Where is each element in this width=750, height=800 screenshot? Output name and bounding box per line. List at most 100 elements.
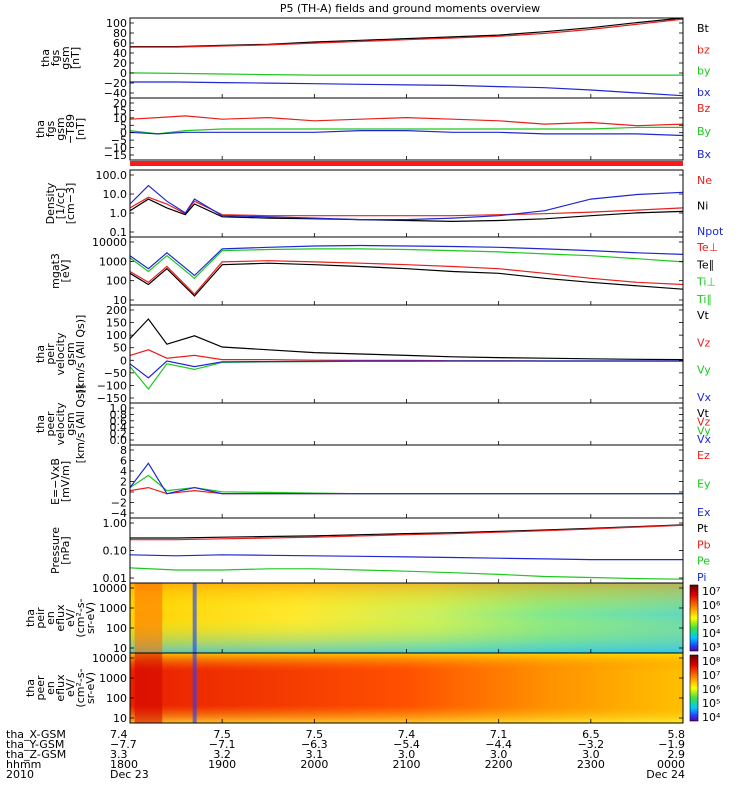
series-by: [129, 72, 683, 76]
y-tick-label: −20: [104, 77, 127, 90]
legend-entry: Pe: [697, 555, 710, 568]
legend-entry: Ex: [697, 506, 711, 519]
y-axis-label-line: en: [44, 611, 57, 625]
footer-value: 3.0: [490, 748, 508, 761]
y-axis-label-line: eflux: [54, 674, 67, 702]
series-ti-: [129, 244, 684, 277]
footer-value: −3.2: [577, 738, 604, 751]
figure-title: P5 (TH-A) fields and ground moments over…: [280, 2, 540, 15]
y-axis-label-line: Pressure: [49, 527, 62, 574]
series-npot: [129, 184, 684, 221]
y-axis-label-line: peir: [34, 607, 47, 629]
y-axis-label-line: tha: [34, 415, 47, 433]
y-axis-label-line: [km/s (All Qs)]: [74, 315, 87, 394]
colorbar-label: 10⁶: [702, 683, 721, 696]
y-tick-label: 100.0: [96, 169, 128, 182]
legend-entry: Vy: [697, 364, 711, 377]
footer-value: 1800: [110, 758, 138, 771]
series-pe: [129, 567, 684, 580]
flag-bar: [130, 161, 683, 166]
legend-entry: Pt: [697, 522, 709, 535]
footer-value: 2000: [300, 758, 328, 771]
spectrogram-burst: [134, 583, 163, 653]
footer-value: 1900: [208, 758, 236, 771]
y-tick-label: 10: [113, 712, 127, 725]
series-bx: [129, 130, 684, 137]
legend-entry: Te∥: [696, 258, 714, 271]
y-tick-label: 4: [120, 465, 127, 478]
legend-entry: Vz: [697, 336, 711, 349]
footer-row-label: tha_Z-GSM: [6, 748, 66, 761]
footer-value: 7.4: [398, 728, 416, 741]
y-axis-label-line: en: [44, 681, 57, 695]
legend-entry: Vx: [697, 391, 712, 404]
legend-entry: Ti∥: [696, 293, 712, 306]
y-axis-label-line: E=−VxB: [49, 458, 62, 505]
spectrogram-burst: [192, 583, 197, 653]
series-ey: [129, 474, 683, 495]
footer-value: 3.3: [110, 748, 128, 761]
panel-6: 1.00.80.60.40.20.0 thapeervelocitygsm[km/…: [34, 385, 712, 464]
series-ti-: [129, 248, 684, 280]
y-axis-label-line: velocity: [54, 332, 67, 375]
footer-value: −1.9: [658, 738, 685, 751]
series-pi: [129, 554, 683, 561]
y-axis-label-line: eV/: [64, 609, 77, 627]
y-axis-label-line: fgs: [49, 49, 62, 66]
y-axis-label-line: [nT]: [69, 47, 82, 69]
y-axis-label-line: [nT]: [74, 118, 87, 140]
y-axis-label-line: Density: [44, 182, 57, 224]
y-tick-label: 6: [120, 455, 127, 468]
legend-entry: Pb: [697, 538, 711, 551]
legend-entry: Bz: [697, 102, 711, 115]
y-tick-label: 10: [113, 642, 127, 655]
footer-row-label: tha_X-GSM: [6, 728, 66, 741]
footer-value: 6.5: [582, 728, 600, 741]
spectrogram-burst: [192, 653, 197, 723]
footer-value: 2.9: [668, 748, 686, 761]
footer-value: 5.8: [668, 728, 686, 741]
colorbar-label: 10⁵: [702, 613, 720, 626]
footer-value: 7.1: [490, 728, 508, 741]
legend-entry: bz: [697, 43, 710, 56]
panel-frame: [129, 304, 684, 404]
y-axis-label-line: tha: [24, 609, 37, 627]
legend-entry: Pi: [697, 571, 706, 584]
legend-entry: Bt: [697, 22, 710, 35]
series-ne: [129, 196, 684, 217]
y-tick-label: 100: [106, 275, 127, 288]
colorbar-label: 10⁷: [702, 669, 720, 682]
y-tick-label: 1.00: [103, 517, 128, 530]
series-pt: [130, 524, 684, 539]
panel-frame: [129, 402, 684, 446]
series-ex: [129, 462, 683, 495]
footer-value: 7.5: [306, 728, 324, 741]
y-tick-label: 100: [106, 17, 127, 30]
y-tick-label: 0: [120, 486, 127, 499]
y-tick-label: 0.8: [110, 408, 128, 421]
series-bz: [129, 115, 684, 127]
footer-value: −4.4: [485, 738, 512, 751]
y-axis-label-line: [1/cc]: [54, 188, 67, 219]
y-axis-label-line: [cm−3]: [64, 183, 77, 225]
y-axis-label-line: tha: [39, 49, 52, 67]
y-axis-label-line: peer: [34, 675, 47, 701]
footer-value: 3.0: [582, 748, 600, 761]
y-axis-label-line: [mV/m]: [59, 461, 72, 502]
series-vx: [129, 360, 683, 379]
y-tick-label: 10: [113, 112, 127, 125]
y-tick-label: 100: [106, 622, 127, 635]
y-tick-label: 0.1: [110, 226, 128, 239]
spectrogram-burst: [134, 653, 163, 723]
legend-entry: Ni: [697, 200, 708, 213]
colorbar-label: 10⁵: [702, 697, 720, 710]
y-tick-label: 1000: [99, 672, 127, 685]
series-bx: [130, 81, 684, 97]
y-axis-label-line: gsm: [64, 342, 77, 365]
series-vt: [129, 318, 684, 361]
y-tick-label: −50: [104, 367, 127, 380]
